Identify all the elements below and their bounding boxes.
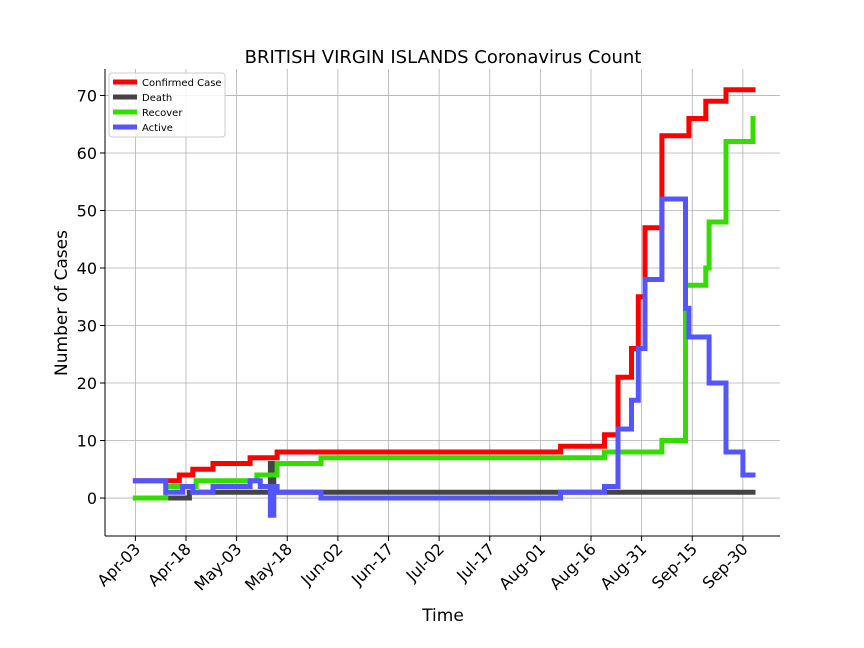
y-tick-label: 50 [77,201,97,220]
y-tick-label: 70 [77,86,97,105]
legend-label: Active [142,123,173,134]
legend-label: Recover [142,108,183,119]
x-tick-label: Aug-31 [596,539,650,593]
series-lines [132,87,756,518]
x-tick-label: Aug-01 [495,539,549,593]
series-line-confirmed-case [132,87,756,484]
x-axis-label: Time [421,606,464,626]
y-tick-label: 20 [77,374,97,393]
y-tick-label: 30 [77,317,97,336]
x-tick-label: Jun-17 [347,539,397,589]
series-line-active [132,196,756,518]
series-line-recover [132,116,756,501]
chart-title: BRITISH VIRGIN ISLANDS Coronavirus Count [245,47,642,68]
x-tick-label: Jun-02 [296,539,346,589]
y-axis-label: Number of Cases [52,230,72,376]
y-tick-label: 0 [87,489,97,508]
x-tick-label: Apr-03 [93,539,144,590]
legend-box [108,72,226,138]
x-tick-label: Aug-16 [546,539,600,593]
grid [105,69,780,536]
x-tick-label: Apr-18 [144,539,195,590]
legend: Confirmed Case Death Recover Active [108,72,226,138]
x-tick-label: May-03 [190,539,245,594]
x-tick-label: Jul-02 [402,539,448,585]
x-tick-label: Sep-30 [698,539,751,592]
legend-label: Confirmed Case [142,78,222,89]
axes [104,69,780,537]
y-tick-label: 10 [77,432,97,451]
y-tick-label: 60 [77,144,97,163]
x-tick-label: Sep-15 [648,539,701,592]
legend-label: Death [142,93,172,104]
x-tick-label: May-18 [241,539,296,594]
y-tick-label: 40 [77,259,97,278]
x-tick-label: Jul-17 [452,539,498,585]
y-ticks: 0 10 20 30 40 50 60 70 [77,86,105,508]
